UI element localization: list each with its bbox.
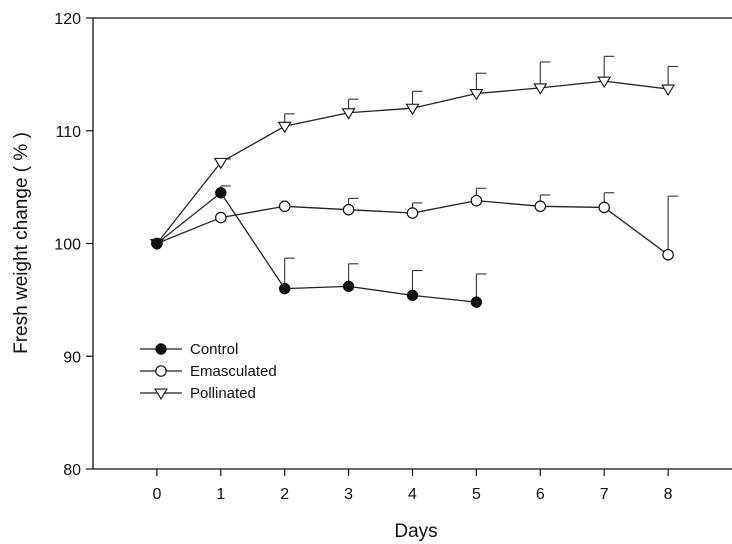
emasculated-point <box>406 207 419 219</box>
x-tick-label: 3 <box>344 486 353 503</box>
x-axis-title: Days <box>394 521 437 542</box>
emasculated-point <box>470 194 483 207</box>
x-tick-label: 2 <box>280 486 289 503</box>
control-point <box>470 296 483 308</box>
pollinated-point <box>277 121 292 134</box>
y-tick-label: 100 <box>54 237 81 254</box>
legend-control-label: Control <box>190 341 238 358</box>
control-line <box>156 191 477 303</box>
control-point <box>406 289 419 302</box>
legend-pollinated-label: Pollinated <box>190 385 256 402</box>
x-tick-label: 6 <box>536 486 545 503</box>
control-point <box>279 282 291 295</box>
legend: Control Emasculated Pollinated <box>140 341 277 402</box>
y-tick-label: 80 <box>63 462 81 479</box>
x-tick-label: 8 <box>664 486 673 503</box>
emasculated-point <box>534 200 547 213</box>
control-point <box>215 187 227 199</box>
pollinated-point <box>405 103 420 116</box>
pollinated-point <box>533 83 548 95</box>
x-tick-label: 5 <box>472 486 481 503</box>
y-tick-label: 120 <box>54 11 81 28</box>
emasculated-point <box>662 248 674 261</box>
legend-control-marker <box>155 343 167 355</box>
pollinated-point <box>213 157 228 170</box>
series-markers <box>149 76 676 308</box>
control-point <box>151 237 163 250</box>
x-tick-label: 4 <box>408 486 417 503</box>
control-point <box>342 280 355 293</box>
pollinated-point <box>661 84 676 97</box>
y-tick-label: 110 <box>55 124 81 141</box>
x-tick-label: 1 <box>216 486 225 503</box>
pollinated-point <box>341 108 356 120</box>
emasculated-point <box>215 211 227 224</box>
legend-emasculated-marker <box>155 365 167 377</box>
emasculated-point <box>598 201 610 214</box>
error-bars <box>220 55 679 303</box>
legend-emasculated-label: Emasculated <box>190 363 277 380</box>
y-tick-label: 90 <box>63 349 81 366</box>
pollinated-point <box>469 89 484 101</box>
x-tick-label: 0 <box>152 486 161 503</box>
pollinated-point <box>597 76 612 89</box>
x-tick-label: 7 <box>600 486 609 503</box>
emasculated-point <box>342 203 355 216</box>
y-axis-title: Fresh weight change ( % ) <box>11 132 32 354</box>
emasculated-point <box>278 200 291 213</box>
axes: 80 90 100 110 120 0 1 2 3 4 5 6 7 8 <box>54 11 732 503</box>
legend-pollinated-marker <box>154 388 168 401</box>
